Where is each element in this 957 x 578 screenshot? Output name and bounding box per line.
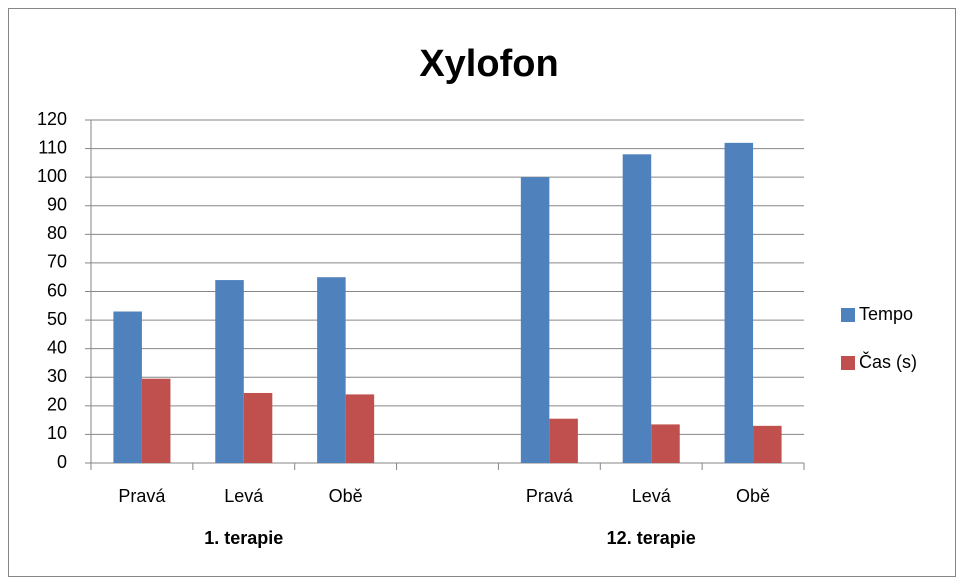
legend-swatch [841, 356, 855, 370]
bar [622, 154, 652, 464]
y-tick-label: 0 [57, 452, 67, 472]
bar [345, 394, 375, 463]
y-tick-label: 100 [37, 166, 67, 186]
bar [753, 425, 782, 463]
y-tick-label: 70 [47, 252, 67, 272]
x-tick-label: Obě [736, 486, 770, 506]
bar [215, 280, 244, 463]
x-tick-label: Pravá [118, 486, 166, 506]
y-tick-label: 20 [47, 395, 67, 415]
bar [141, 378, 171, 463]
x-tick-label: Pravá [526, 486, 574, 506]
bar [549, 418, 578, 463]
bar [520, 177, 550, 463]
y-tick-label: 30 [47, 366, 67, 386]
y-tick-label: 90 [47, 195, 67, 215]
y-tick-label: 50 [47, 309, 67, 329]
bar [724, 142, 754, 463]
bar [243, 392, 273, 463]
y-tick-label: 60 [47, 280, 67, 300]
legend-label: Tempo [859, 304, 913, 324]
y-tick-label: 120 [37, 109, 67, 129]
y-tick-label: 10 [47, 423, 67, 443]
x-tick-label: Levá [224, 486, 264, 506]
group-label: 1. terapie [204, 528, 283, 548]
group-label: 12. terapie [607, 528, 696, 548]
x-tick-label: Obě [329, 486, 363, 506]
bar [113, 311, 142, 463]
x-tick-label: Levá [632, 486, 672, 506]
chart-title: Xylofon [419, 43, 558, 85]
chart-border [8, 8, 956, 577]
legend-label: Čas (s) [859, 351, 917, 372]
y-tick-label: 40 [47, 337, 67, 357]
y-tick-label: 80 [47, 223, 67, 243]
legend-swatch [841, 308, 855, 322]
bar [317, 277, 346, 463]
bar [651, 424, 680, 463]
y-tick-label: 110 [38, 137, 67, 157]
